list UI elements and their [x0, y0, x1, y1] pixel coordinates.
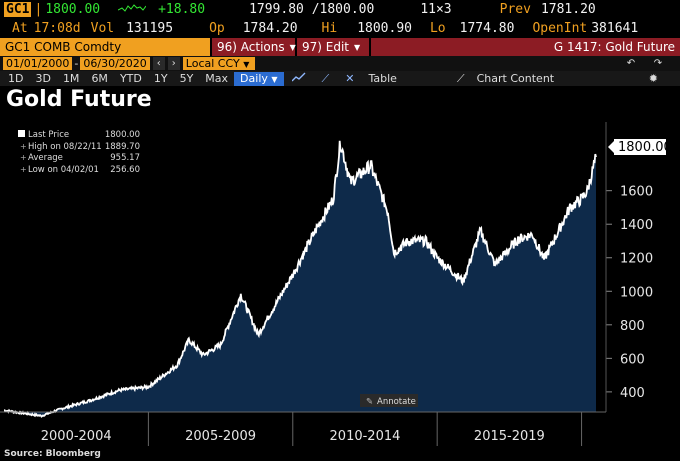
legend-value-high: 1889.70	[105, 142, 140, 152]
frequency-label: Daily	[240, 71, 268, 85]
openint-value: 381641	[591, 21, 639, 36]
function-title: G 1417: Gold Future	[371, 38, 680, 56]
period-ytd[interactable]: YTD	[119, 72, 142, 85]
quote-row-2: At 17:08d Vol 131195 Op 1784.20 Hi 1800.…	[0, 19, 680, 38]
period-3d[interactable]: 3D	[35, 72, 51, 85]
last-price-tag: 1800.00	[608, 139, 672, 155]
undo-icon[interactable]: ↶	[626, 58, 636, 69]
high-value: 1800.90	[357, 21, 412, 36]
actions-label: 96) Actions	[217, 40, 285, 54]
settings-gear-icon[interactable]: ✹	[648, 72, 658, 85]
y-axis: 400 600 800 1000 1200 1400 1600	[605, 122, 653, 412]
y-tick-label: 800	[620, 319, 645, 334]
x-period-label: 2000-2004	[41, 429, 112, 444]
redo-icon[interactable]: ↷	[653, 58, 663, 69]
legend-label-low: Low on 04/02/01	[28, 165, 99, 175]
openint-label: OpenInt	[532, 21, 588, 36]
quote-row-1: GC1 | 1800.00 +18.80 1799.80 /1800.00 11…	[0, 0, 680, 19]
price-area-fill	[4, 140, 596, 417]
x-period-label: 2005-2009	[185, 429, 256, 444]
period-1y[interactable]: 1Y	[153, 72, 168, 85]
chart-content-icon[interactable]: ⟋	[456, 71, 465, 85]
annotate-label: Annotate	[377, 397, 416, 407]
legend-label-high: High on 08/22/11	[28, 142, 102, 152]
price-chart[interactable]: 400 600 800 1000 1200 1400 1600 2000-2004 2005-…	[0, 122, 680, 452]
legend-value-last: 1800.00	[105, 130, 140, 140]
y-tick-label: 1600	[620, 185, 653, 200]
legend-marker: +	[20, 165, 27, 174]
legend-value-average: 955.17	[110, 153, 140, 163]
last-price: 1800.00	[45, 2, 101, 17]
edit-label: 97) Edit	[302, 40, 350, 54]
ticker-symbol[interactable]: GC1	[4, 2, 32, 17]
price-change: +18.80	[158, 2, 206, 17]
edit-tools-icon[interactable]: ✕	[345, 72, 355, 85]
volume-value: 131195	[126, 21, 174, 36]
y-tick-label: 1200	[620, 252, 653, 267]
date-range-row: 01/01/2000 - 06/30/2020 ‹ › Local CCY ▼ …	[0, 56, 680, 71]
y-tick-label: 1400	[620, 218, 653, 233]
legend-marker: +	[20, 153, 27, 162]
prev-label: Prev	[499, 2, 531, 17]
chevron-right-icon[interactable]: ›	[167, 57, 180, 70]
legend-box[interactable]: Last Price 1800.00 + High on 08/22/11 18…	[9, 126, 145, 178]
last-price-tag-label: 1800.00	[618, 140, 672, 155]
security-label: GC1 COMB Comdty	[5, 40, 122, 54]
caret-down-icon: ▼	[271, 74, 278, 84]
bid-ask-size: 11×3	[420, 2, 452, 17]
security-field[interactable]: GC1 COMB Comdty	[0, 38, 210, 56]
line-chart-icon[interactable]	[284, 72, 314, 85]
currency-dropdown[interactable]: Local CCY ▼	[182, 57, 256, 70]
chart-content-button[interactable]: Chart Content	[476, 72, 555, 85]
bid-ask: 1799.80 /1800.00	[249, 2, 375, 17]
legend-marker: +	[20, 142, 27, 151]
annotate-button[interactable]: ✎ Annotate	[360, 394, 418, 407]
legend-label-average: Average	[28, 153, 63, 163]
period-6m[interactable]: 6M	[91, 72, 108, 85]
prev-close: 1781.20	[540, 2, 596, 17]
frequency-dropdown[interactable]: Daily ▼	[234, 71, 284, 86]
legend-value-low: 256.60	[110, 165, 140, 175]
quote-time: 17:08d	[33, 21, 81, 36]
sparkline-icon	[117, 2, 147, 18]
actions-menu-button[interactable]: 96) Actions ▼	[212, 38, 296, 56]
open-value: 1784.20	[242, 21, 298, 36]
x-period-label: 2015-2019	[474, 429, 545, 444]
chart-toolbar: 1D 3D 1M 6M YTD 1Y 5Y Max Daily ▼ ⟋ ✕ Ta…	[0, 71, 680, 86]
function-title-label: G 1417: Gold Future	[553, 40, 675, 54]
start-date-field[interactable]: 01/01/2000	[3, 57, 73, 70]
edit-menu-button[interactable]: 97) Edit ▼	[297, 38, 369, 56]
source-note: Source: Bloomberg	[4, 449, 101, 459]
period-max[interactable]: Max	[205, 72, 229, 85]
end-date-field[interactable]: 06/30/2020	[80, 57, 150, 70]
at-label: At	[12, 21, 28, 36]
x-axis: 2000-2004 2005-2009 2010-2014 2015-2019	[0, 411, 606, 446]
low-label: Lo	[429, 21, 446, 36]
pencil-icon: ✎	[366, 397, 373, 407]
chart-title: Gold Future	[6, 87, 152, 112]
period-5y[interactable]: 5Y	[179, 72, 194, 85]
command-bar: GC1 COMB Comdty 96) Actions ▼ 97) Edit ▼…	[0, 38, 680, 56]
draw-tool-icon[interactable]: ⟋	[321, 71, 330, 85]
separator: |	[34, 2, 43, 17]
chevron-left-icon[interactable]: ‹	[152, 57, 165, 70]
price-line	[3, 140, 597, 418]
caret-down-icon: ▼	[289, 42, 296, 52]
high-label: Hi	[321, 21, 338, 36]
period-1m[interactable]: 1M	[62, 72, 80, 85]
volume-label: Vol	[90, 21, 115, 36]
date-separator: -	[74, 57, 79, 70]
y-tick-label: 400	[620, 386, 645, 401]
low-value: 1774.80	[459, 21, 515, 36]
caret-down-icon: ▼	[243, 60, 250, 69]
legend-label-last: Last Price	[28, 130, 69, 140]
y-tick-label: 600	[620, 352, 645, 367]
x-period-label: 2010-2014	[330, 429, 401, 444]
y-tick-label: 1000	[620, 285, 653, 300]
table-button[interactable]: Table	[368, 72, 397, 85]
period-1d[interactable]: 1D	[8, 72, 24, 85]
open-label: Op	[209, 21, 225, 36]
currency-label: Local CCY	[185, 57, 240, 70]
caret-down-icon: ▼	[354, 42, 361, 52]
